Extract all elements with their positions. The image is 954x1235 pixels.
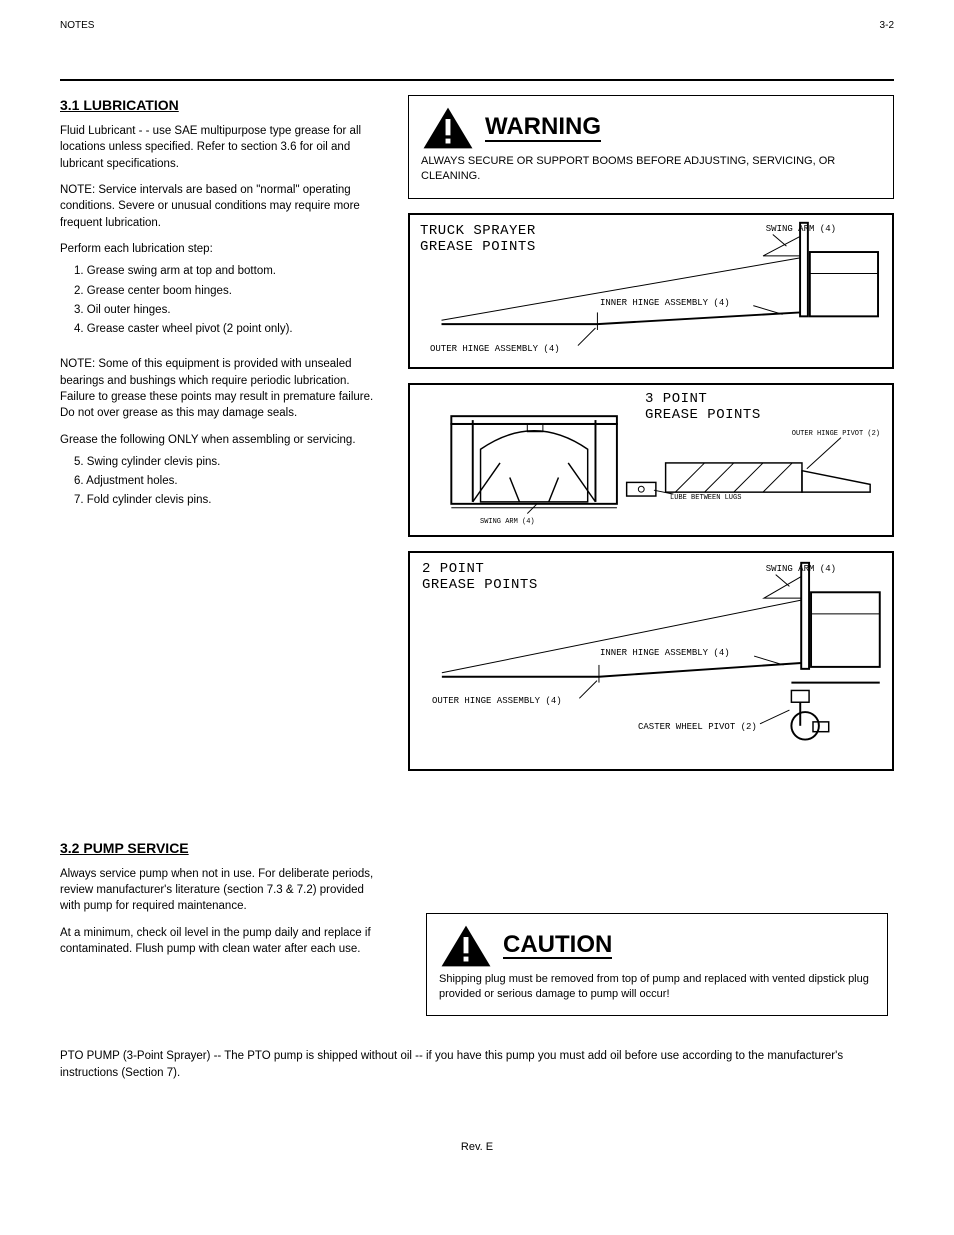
lubrication-p1: Fluid Lubricant - - use SAE multipurpose… <box>60 123 380 172</box>
right-column: WARNING ALWAYS SECURE OR SUPPORT BOOMS B… <box>408 95 894 1030</box>
page-footer: Rev. E <box>60 1141 894 1153</box>
header-left: NOTES <box>60 20 94 31</box>
lubrication-tail-note: NOTE: Some of this equipment is provided… <box>60 356 380 421</box>
caution-title: CAUTION <box>503 932 612 959</box>
step-2: 2. Grease center boom hinges. <box>74 283 380 300</box>
step-1: 1. Grease swing arm at top and bottom. <box>74 263 380 280</box>
step-7: 7. Fold cylinder clevis pins. <box>74 492 380 509</box>
step-3: 3. Oil outer hinges. <box>74 302 380 319</box>
lubrication-steps: 1. Grease swing arm at top and bottom. 2… <box>74 263 380 338</box>
left-column: 3.1 LUBRICATION Fluid Lubricant - - use … <box>60 95 380 967</box>
caution-box: CAUTION Shipping plug must be removed fr… <box>426 913 888 1017</box>
warning-box: WARNING ALWAYS SECURE OR SUPPORT BOOMS B… <box>408 95 894 199</box>
lubrication-tail-steps: 5. Swing cylinder clevis pins. 6. Adjust… <box>74 454 380 510</box>
pump-p1: Always service pump when not in use. For… <box>60 866 380 915</box>
section-heading-lubrication: 3.1 LUBRICATION <box>60 97 380 113</box>
lubrication-tail-list-title: Grease the following ONLY when assemblin… <box>60 432 380 448</box>
top-rule <box>60 79 894 81</box>
header-right: 3-2 <box>880 20 894 31</box>
caution-body: Shipping plug must be removed from top o… <box>439 972 875 1002</box>
main-columns: 3.1 LUBRICATION Fluid Lubricant - - use … <box>60 95 894 1030</box>
pto-pump-note: PTO PUMP (3-Point Sprayer) -- The PTO pu… <box>60 1048 894 1081</box>
header-row: NOTES 3-2 <box>60 20 894 31</box>
step-4: 4. Grease caster wheel pivot (2 point on… <box>74 321 380 338</box>
warning-title: WARNING <box>485 114 601 141</box>
pump-p2: At a minimum, check oil level in the pum… <box>60 925 380 958</box>
warning-body: ALWAYS SECURE OR SUPPORT BOOMS BEFORE AD… <box>421 154 881 184</box>
diagram-2point: 2 POINT GREASE POINTS SWING ARM (4) INNE… <box>408 551 894 771</box>
diag2-svg <box>410 385 892 535</box>
spacer <box>60 528 380 838</box>
lubrication-list-title: Perform each lubrication step: <box>60 241 380 257</box>
warning-triangle-icon <box>421 106 475 150</box>
caution-triangle-icon <box>439 924 493 968</box>
section-heading-pump: 3.2 PUMP SERVICE <box>60 840 380 856</box>
diagram-truck-sprayer: TRUCK SPRAYER GREASE POINTS SWING ARM (4… <box>408 213 894 369</box>
lubrication-note: NOTE: Service intervals are based on "no… <box>60 182 380 231</box>
page: NOTES 3-2 3.1 LUBRICATION Fluid Lubrican… <box>0 0 954 1193</box>
diag3-svg <box>410 553 892 769</box>
step-5: 5. Swing cylinder clevis pins. <box>74 454 380 471</box>
spacer-right <box>408 785 894 913</box>
step-6: 6. Adjustment holes. <box>74 473 380 490</box>
diag1-svg <box>410 215 892 367</box>
diagram-3point: 3 POINT GREASE POINTS OUTER HINGE PIVOT … <box>408 383 894 537</box>
warning-head: WARNING <box>421 106 881 150</box>
caution-head: CAUTION <box>439 924 875 968</box>
